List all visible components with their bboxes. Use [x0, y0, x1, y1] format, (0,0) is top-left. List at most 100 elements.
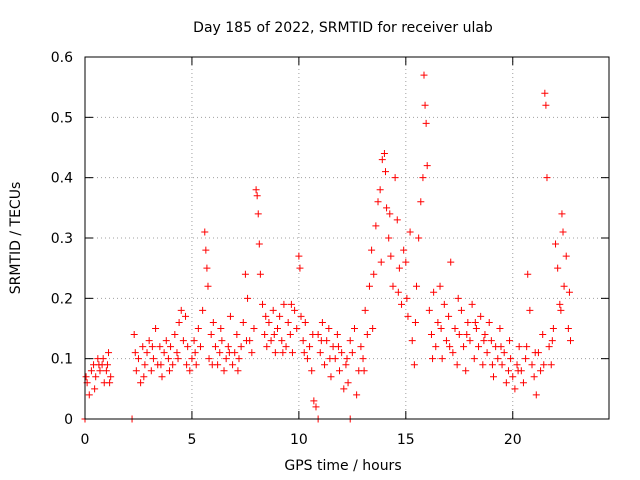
data-point [140, 373, 148, 381]
data-point [202, 246, 210, 254]
data-point [105, 349, 113, 357]
data-point [267, 337, 275, 345]
data-point [430, 288, 438, 296]
data-point [410, 361, 418, 369]
data-point [237, 343, 245, 351]
y-tick-label: 0.4 [51, 171, 73, 187]
data-point [190, 337, 198, 345]
data-point [522, 355, 530, 363]
data-point [542, 101, 550, 109]
data-point [498, 361, 506, 369]
data-point [203, 264, 211, 272]
data-point [106, 379, 114, 387]
data-point [184, 343, 192, 351]
data-point [387, 252, 395, 260]
chart-title: Day 185 of 2022, SRMTID for receiver ula… [193, 20, 493, 36]
data-point [519, 379, 527, 387]
data-point [376, 186, 384, 194]
data-point [543, 174, 551, 182]
x-tick-label: 5 [187, 432, 196, 448]
y-tick-label: 0.2 [51, 291, 73, 307]
data-point [244, 294, 252, 302]
data-point [82, 373, 90, 381]
data-point [464, 318, 472, 326]
data-point [224, 343, 232, 351]
data-point [394, 288, 402, 296]
data-point [280, 300, 288, 308]
data-point [308, 367, 316, 375]
data-point [295, 252, 303, 260]
data-point [445, 312, 453, 320]
data-point [334, 343, 342, 351]
data-point [411, 318, 419, 326]
data-point [205, 355, 213, 363]
data-point [541, 89, 549, 97]
data-point [391, 174, 399, 182]
data-point [471, 318, 479, 326]
data-point [560, 282, 568, 290]
data-point [539, 331, 547, 339]
data-point [179, 337, 187, 345]
data-point [344, 379, 352, 387]
data-point [222, 355, 230, 363]
data-point [186, 367, 194, 375]
data-point [526, 306, 534, 314]
data-point [547, 361, 555, 369]
data-point [429, 355, 437, 363]
data-point [239, 318, 247, 326]
data-point [279, 349, 287, 357]
data-point [192, 361, 200, 369]
data-point [470, 355, 478, 363]
data-point [164, 355, 172, 363]
data-point [380, 150, 388, 158]
x-tick-label: 20 [504, 432, 522, 448]
data-point [453, 361, 461, 369]
data-point [152, 325, 160, 332]
data-point [134, 355, 142, 363]
data-point [130, 331, 138, 339]
x-axis-title: GPS time / hours [284, 458, 401, 474]
data-point [537, 367, 545, 375]
data-point [483, 349, 491, 357]
data-point [353, 391, 361, 399]
data-point [496, 325, 504, 332]
data-point [321, 361, 329, 369]
data-point [485, 318, 493, 326]
data-point [454, 294, 462, 302]
data-point [554, 264, 562, 272]
data-point [253, 192, 261, 200]
data-point [287, 300, 295, 308]
data-point [102, 367, 110, 375]
data-point [171, 331, 179, 339]
data-point [548, 337, 556, 345]
data-point [515, 343, 523, 351]
data-point [562, 252, 570, 260]
data-point [415, 234, 423, 242]
data-point [85, 391, 93, 399]
x-tick-label: 0 [81, 432, 90, 448]
data-point [530, 373, 538, 381]
data-point [348, 349, 356, 357]
data-point [225, 349, 233, 357]
data-point [87, 367, 95, 375]
data-point [217, 325, 225, 332]
data-point [326, 355, 334, 363]
data-point [417, 198, 425, 206]
data-point [406, 228, 414, 236]
data-point [147, 367, 155, 375]
data-point [463, 331, 471, 339]
data-point [156, 343, 164, 351]
data-point [226, 312, 234, 320]
data-point [291, 306, 299, 314]
data-point [160, 349, 168, 357]
data-point [201, 228, 209, 236]
data-point [204, 282, 212, 290]
y-tick-label: 0.5 [51, 110, 73, 126]
data-points [81, 71, 575, 423]
data-point [261, 331, 269, 339]
data-point [174, 355, 182, 363]
data-point [480, 337, 488, 345]
data-point [490, 373, 498, 381]
data-point [333, 331, 341, 339]
data-point [363, 331, 371, 339]
